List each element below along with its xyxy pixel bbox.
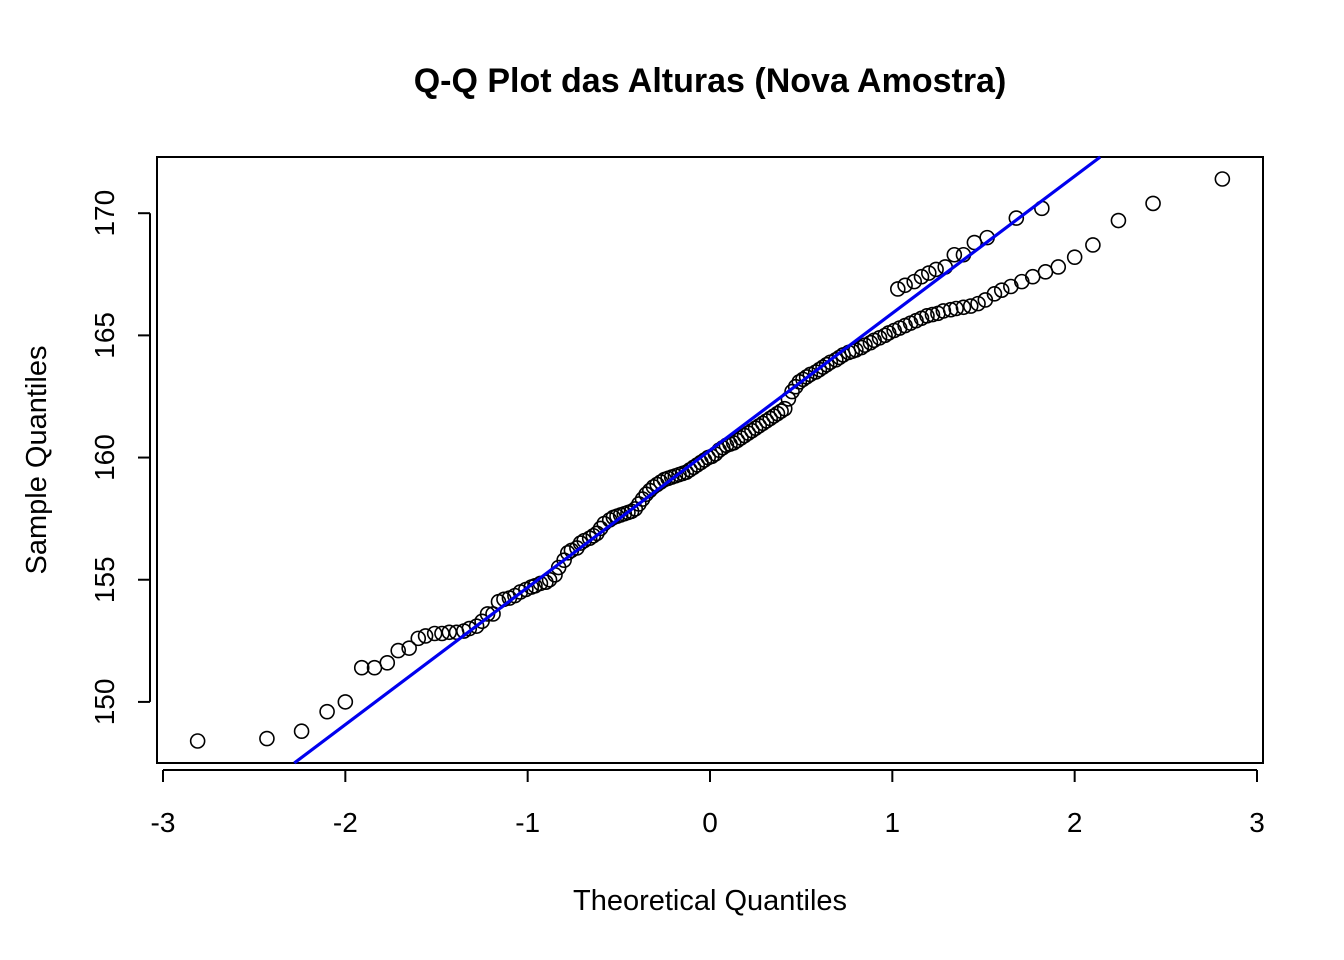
data-point bbox=[773, 403, 789, 419]
data-point bbox=[920, 265, 937, 281]
data-point bbox=[410, 630, 427, 647]
data-point bbox=[890, 281, 906, 297]
data-point bbox=[468, 618, 485, 634]
data-point bbox=[627, 501, 644, 517]
y-axis: 150 155 160 165 170 bbox=[89, 190, 151, 726]
y-tick-label: 165 bbox=[89, 312, 120, 359]
x-tick-label: -2 bbox=[333, 807, 358, 838]
data-point bbox=[337, 694, 354, 710]
data-point bbox=[798, 369, 815, 385]
data-point bbox=[390, 642, 407, 659]
data-point bbox=[897, 277, 913, 294]
data-point bbox=[417, 628, 434, 644]
data-point bbox=[1085, 237, 1101, 253]
data-point bbox=[461, 620, 478, 637]
data-point bbox=[913, 268, 930, 285]
data-point bbox=[928, 261, 944, 278]
data-point bbox=[877, 327, 893, 344]
y-axis-label: Sample Quantiles bbox=[21, 346, 53, 575]
data-point bbox=[862, 334, 879, 351]
data-point bbox=[189, 733, 206, 749]
data-point bbox=[589, 525, 605, 542]
reference-line bbox=[293, 155, 1102, 765]
data-point bbox=[379, 655, 396, 671]
data-point bbox=[366, 659, 383, 676]
data-point bbox=[784, 383, 800, 400]
x-tick-label: 0 bbox=[702, 807, 718, 838]
data-point bbox=[1214, 171, 1231, 187]
chart-title: Q-Q Plot das Alturas (Nova Amostra) bbox=[414, 62, 1007, 100]
data-point bbox=[1110, 212, 1127, 229]
data-point bbox=[818, 356, 835, 373]
data-point bbox=[401, 640, 417, 656]
data-point bbox=[556, 552, 572, 568]
data-point bbox=[924, 306, 941, 323]
data-point bbox=[259, 730, 275, 747]
x-tick-label: -3 bbox=[151, 807, 176, 838]
data-point bbox=[1066, 249, 1083, 265]
data-point bbox=[319, 703, 335, 720]
y-tick-label: 150 bbox=[89, 679, 120, 726]
data-points bbox=[189, 171, 1231, 749]
data-point bbox=[919, 308, 935, 324]
data-point bbox=[776, 400, 793, 417]
data-point bbox=[1037, 264, 1054, 280]
y-tick-label: 160 bbox=[89, 434, 120, 481]
x-axis: -3 -2 -1 0 1 2 3 bbox=[151, 769, 1265, 838]
data-point bbox=[946, 246, 963, 263]
data-point bbox=[1050, 259, 1067, 275]
data-point bbox=[955, 299, 972, 316]
data-point bbox=[1145, 195, 1161, 212]
data-point bbox=[853, 339, 870, 356]
x-tick-label: 3 bbox=[1249, 807, 1265, 838]
data-point bbox=[948, 300, 964, 317]
data-point bbox=[353, 659, 370, 676]
y-tick-label: 155 bbox=[89, 556, 120, 603]
data-point bbox=[986, 286, 1003, 302]
x-tick-label: 1 bbox=[885, 807, 901, 838]
data-point bbox=[293, 723, 310, 740]
plot-frame bbox=[156, 156, 1264, 764]
y-tick-label: 170 bbox=[89, 190, 120, 237]
x-tick-label: -1 bbox=[515, 807, 540, 838]
x-tick-label: 2 bbox=[1067, 807, 1083, 838]
data-point bbox=[631, 496, 647, 512]
data-point bbox=[993, 282, 1010, 298]
data-point bbox=[1008, 210, 1025, 226]
reference-line-group bbox=[293, 155, 1102, 765]
data-point bbox=[970, 295, 986, 312]
x-axis-label: Theoretical Quantiles bbox=[573, 885, 847, 917]
data-point bbox=[962, 298, 979, 314]
